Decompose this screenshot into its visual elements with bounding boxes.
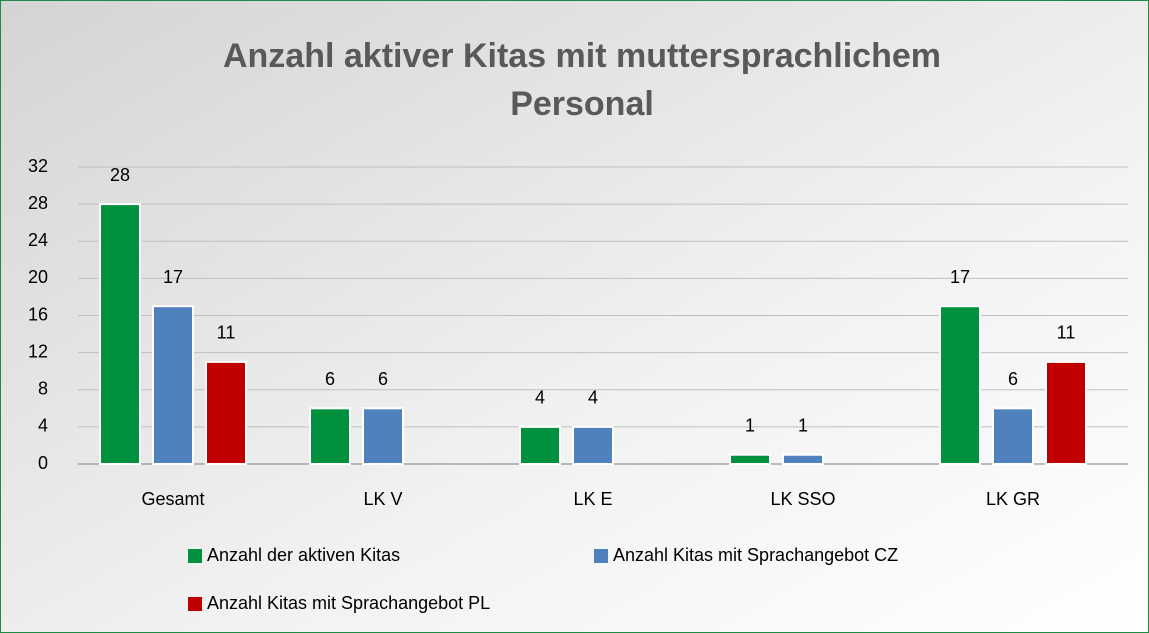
value-label: 28 <box>110 165 130 185</box>
y-tick-label: 20 <box>28 267 48 287</box>
legend-swatch <box>188 597 202 611</box>
bar <box>519 425 561 465</box>
bar <box>992 407 1034 465</box>
x-tick-label: LK SSO <box>770 489 835 509</box>
legend-swatch <box>188 549 202 563</box>
chart-title: Anzahl aktiver Kitas mit muttersprachlic… <box>223 37 941 75</box>
bar <box>782 453 824 465</box>
value-label: 6 <box>378 369 388 389</box>
value-label: 11 <box>217 323 236 343</box>
x-tick-label: LK V <box>363 489 402 509</box>
value-label: 4 <box>535 388 545 408</box>
value-label: 17 <box>163 267 183 287</box>
y-tick-label: 4 <box>38 416 48 436</box>
legend-label: Anzahl der aktiven Kitas <box>207 545 400 565</box>
bar <box>309 407 351 465</box>
value-label: 1 <box>798 415 808 435</box>
value-label: 4 <box>588 388 598 408</box>
legend-label: Anzahl Kitas mit Sprachangebot PL <box>207 593 490 613</box>
bar <box>99 203 141 465</box>
value-label: 11 <box>1057 323 1076 343</box>
y-tick-label: 12 <box>28 341 48 361</box>
value-label: 6 <box>1008 369 1018 389</box>
y-tick-label: 24 <box>28 230 48 250</box>
legend-label: Anzahl Kitas mit Sprachangebot CZ <box>613 545 898 565</box>
value-label: 6 <box>325 369 335 389</box>
x-tick-label: LK GR <box>986 489 1040 509</box>
bar <box>152 305 194 465</box>
y-tick-label: 16 <box>28 304 48 324</box>
bar <box>572 425 614 465</box>
bar <box>1045 360 1087 465</box>
x-tick-label: Gesamt <box>141 489 204 509</box>
bar <box>729 453 771 465</box>
y-tick-label: 8 <box>38 379 48 399</box>
bar <box>362 407 404 465</box>
chart-title: Personal <box>510 85 654 123</box>
bar <box>205 360 247 465</box>
x-tick-label: LK E <box>573 489 612 509</box>
legend-swatch <box>594 549 608 563</box>
bar <box>939 305 981 465</box>
y-tick-label: 0 <box>38 453 48 473</box>
y-tick-label: 28 <box>28 193 48 213</box>
value-label: 1 <box>745 415 755 435</box>
y-tick-label: 32 <box>28 156 48 176</box>
value-label: 17 <box>950 267 970 287</box>
